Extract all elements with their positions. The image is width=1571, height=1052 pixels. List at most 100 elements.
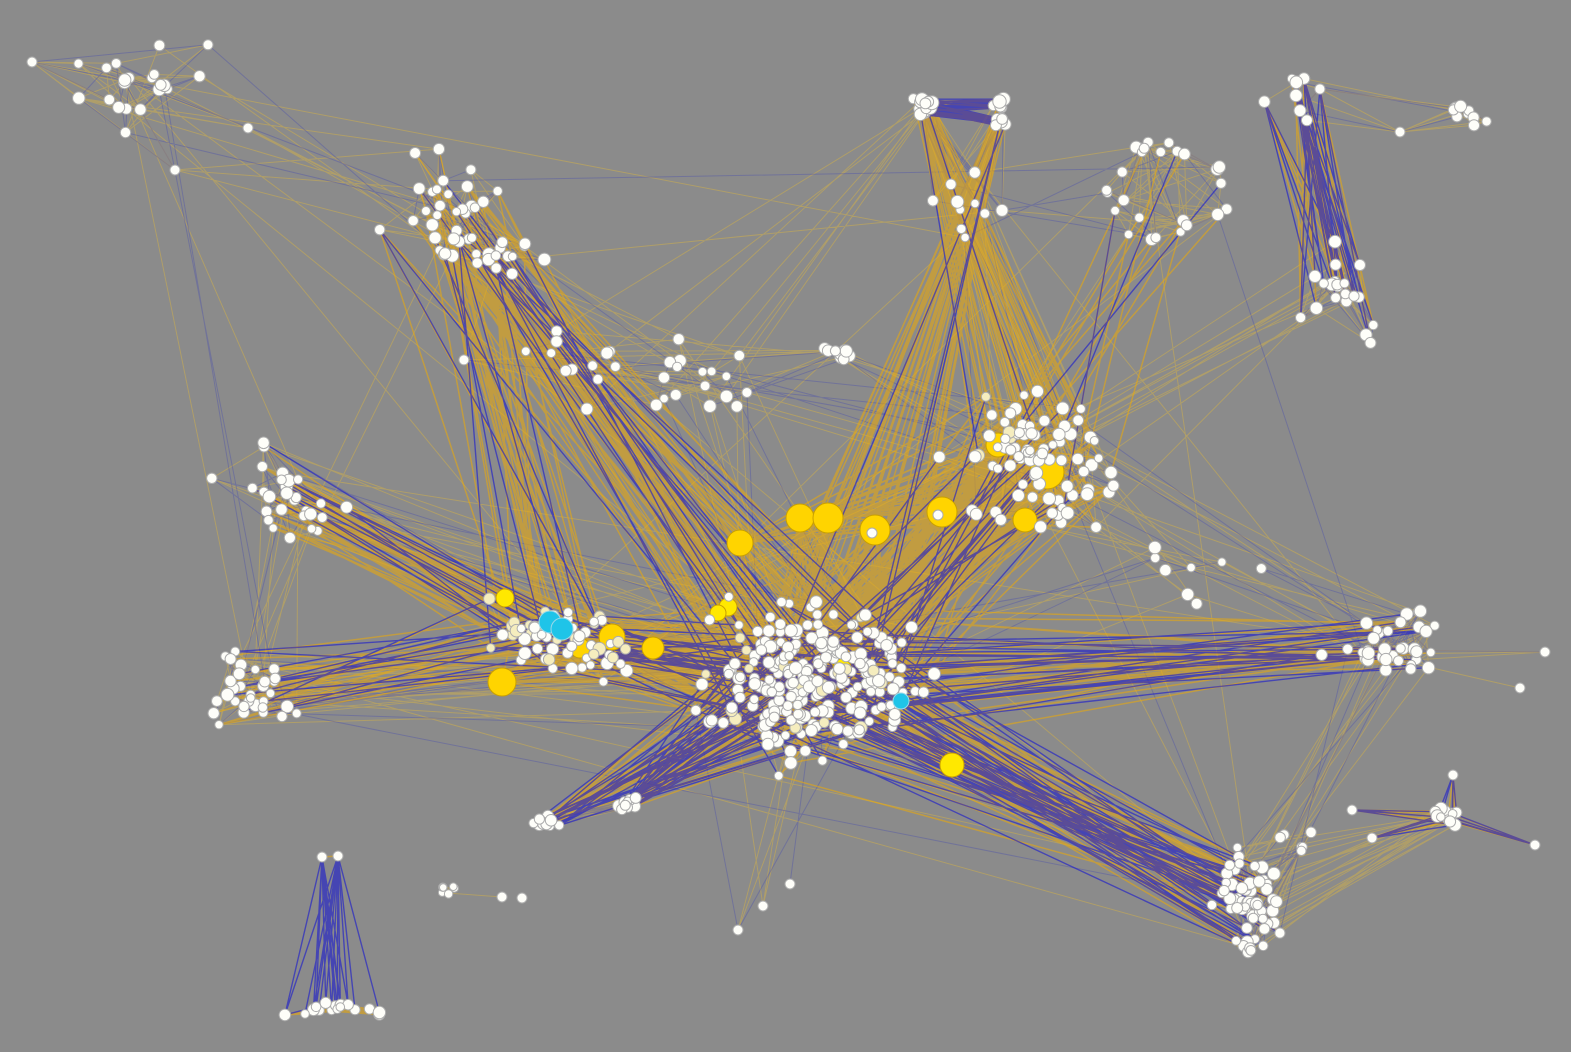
graph-node[interactable] xyxy=(1257,940,1269,952)
graph-node[interactable] xyxy=(1000,433,1011,444)
graph-node[interactable] xyxy=(773,770,784,781)
graph-node[interactable] xyxy=(840,651,852,663)
graph-node[interactable] xyxy=(1025,427,1038,440)
graph-node[interactable] xyxy=(1155,146,1166,158)
graph-node[interactable] xyxy=(659,393,669,404)
graph-node[interactable] xyxy=(224,674,237,688)
graph-node[interactable] xyxy=(1258,95,1271,108)
graph-node[interactable] xyxy=(1258,923,1271,935)
graph-node[interactable] xyxy=(1025,445,1035,456)
graph-node[interactable] xyxy=(782,700,794,712)
graph-node[interactable] xyxy=(542,653,556,666)
graph-node[interactable] xyxy=(1447,769,1459,781)
graph-node[interactable] xyxy=(1393,655,1404,667)
graph-node[interactable] xyxy=(817,755,828,766)
graph-node[interactable] xyxy=(788,661,803,675)
graph-node[interactable] xyxy=(577,662,588,673)
graph-node[interactable] xyxy=(607,651,619,664)
graph-node[interactable] xyxy=(1055,454,1068,467)
graph-node[interactable] xyxy=(723,668,734,680)
graph-node[interactable] xyxy=(792,699,803,711)
graph-node[interactable] xyxy=(1107,479,1120,492)
graph-node[interactable] xyxy=(531,643,544,655)
graph-node[interactable] xyxy=(748,677,762,691)
graph-node[interactable] xyxy=(449,882,458,892)
graph-node[interactable] xyxy=(276,710,288,723)
graph-node[interactable] xyxy=(263,514,274,526)
graph-node[interactable] xyxy=(697,366,708,377)
graph-node[interactable] xyxy=(247,482,258,494)
graph-node[interactable] xyxy=(1454,99,1468,113)
graph-node[interactable] xyxy=(995,203,1009,217)
graph-node[interactable] xyxy=(781,641,795,654)
graph-node[interactable] xyxy=(1163,137,1175,149)
graph-node[interactable] xyxy=(471,249,482,259)
graph-node[interactable] xyxy=(1046,507,1058,519)
hub-node[interactable] xyxy=(785,503,815,533)
graph-node[interactable] xyxy=(734,671,746,683)
graph-node[interactable] xyxy=(853,706,867,720)
graph-node[interactable] xyxy=(533,813,546,825)
graph-node[interactable] xyxy=(516,623,526,634)
graph-node[interactable] xyxy=(705,714,718,727)
graph-node[interactable] xyxy=(1318,278,1329,289)
graph-node[interactable] xyxy=(804,724,818,737)
graph-node[interactable] xyxy=(1364,336,1377,349)
graph-node[interactable] xyxy=(275,503,288,516)
graph-node[interactable] xyxy=(1367,631,1381,645)
graph-node[interactable] xyxy=(505,267,519,280)
graph-node[interactable] xyxy=(1245,945,1257,956)
graph-node[interactable] xyxy=(927,194,939,207)
graph-node[interactable] xyxy=(471,257,483,269)
graph-node[interactable] xyxy=(207,707,220,720)
graph-node[interactable] xyxy=(719,389,734,404)
graph-node[interactable] xyxy=(744,663,754,674)
graph-node[interactable] xyxy=(886,682,900,696)
graph-node[interactable] xyxy=(520,346,531,357)
graph-node[interactable] xyxy=(1190,597,1203,610)
graph-node[interactable] xyxy=(490,250,502,261)
graph-node[interactable] xyxy=(784,623,798,638)
graph-node[interactable] xyxy=(784,651,795,661)
graph-node[interactable] xyxy=(839,344,853,358)
graph-node[interactable] xyxy=(1257,913,1268,924)
graph-node[interactable] xyxy=(858,608,872,622)
graph-node[interactable] xyxy=(761,737,775,751)
graph-node[interactable] xyxy=(802,619,814,631)
graph-node[interactable] xyxy=(592,373,604,385)
graph-node[interactable] xyxy=(672,361,683,373)
graph-node[interactable] xyxy=(1005,444,1017,456)
graph-node[interactable] xyxy=(432,142,446,156)
graph-node[interactable] xyxy=(1071,452,1085,466)
graph-node[interactable] xyxy=(148,69,160,80)
graph-node[interactable] xyxy=(134,103,147,116)
graph-node[interactable] xyxy=(1026,491,1039,503)
graph-node[interactable] xyxy=(268,523,278,533)
graph-node[interactable] xyxy=(546,348,557,359)
graph-node[interactable] xyxy=(1247,912,1259,924)
graph-node[interactable] xyxy=(119,126,132,139)
graph-node[interactable] xyxy=(1348,290,1360,302)
graph-node[interactable] xyxy=(932,450,946,464)
graph-node[interactable] xyxy=(701,669,711,679)
graph-node[interactable] xyxy=(846,620,857,630)
graph-node[interactable] xyxy=(764,674,775,685)
graph-node[interactable] xyxy=(256,460,268,473)
graph-node[interactable] xyxy=(1339,278,1350,289)
graph-node[interactable] xyxy=(734,632,746,644)
graph-node[interactable] xyxy=(1029,466,1044,480)
graph-node[interactable] xyxy=(276,474,287,486)
graph-node[interactable] xyxy=(1421,661,1436,675)
graph-node[interactable] xyxy=(896,662,907,674)
graph-node[interactable] xyxy=(490,262,502,274)
graph-node[interactable] xyxy=(970,198,980,209)
graph-node[interactable] xyxy=(1052,427,1066,442)
graph-node[interactable] xyxy=(536,629,547,640)
graph-node[interactable] xyxy=(1217,557,1227,567)
graph-node[interactable] xyxy=(496,236,509,249)
graph-node[interactable] xyxy=(1379,652,1393,667)
graph-node[interactable] xyxy=(703,614,716,626)
graph-node[interactable] xyxy=(1353,258,1367,272)
graph-node[interactable] xyxy=(780,730,791,741)
graph-node[interactable] xyxy=(1077,465,1090,478)
